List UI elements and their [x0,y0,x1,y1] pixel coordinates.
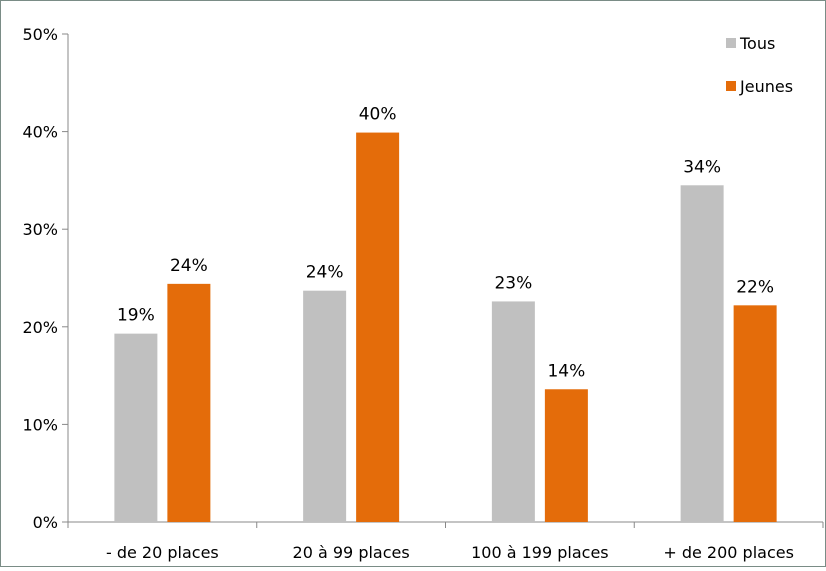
bar-tous-3 [491,301,535,522]
axes: 0% 10% 20% 30% 40% 50% - de 20 places 20 à 99 p… [22,25,824,562]
bar-jeunes-2 [356,132,400,523]
bars: 19% 24% 24% 40% 23% 14% 34% 22% [114,105,777,523]
legend-swatch-tous [726,38,736,48]
bar-jeunes-3 [544,389,588,522]
legend: Tous Jeunes [726,34,793,96]
bar-jeunes-1 [167,283,211,522]
bar-jeunes-4 [733,305,777,522]
y-tick-label: 10% [22,415,58,434]
x-tick-label: 20 à 99 places [293,543,410,562]
legend-swatch-jeunes [726,81,736,91]
bar-tous-4 [680,185,724,522]
x-tick-label: + de 200 places [663,543,794,562]
data-label: 34% [683,157,721,177]
data-label: 19% [117,306,155,326]
data-label: 14% [547,361,585,381]
data-label: 23% [494,273,532,293]
data-label: 24% [170,256,208,276]
legend-label-tous: Tous [739,34,775,53]
y-tick-label: 20% [22,318,58,337]
x-tick-label: - de 20 places [106,543,219,562]
data-label: 40% [359,105,397,125]
y-tick-label: 40% [22,123,58,142]
data-label: 24% [306,263,344,283]
bar-tous-2 [303,290,347,522]
data-label: 22% [736,277,774,297]
y-tick-label: 0% [33,513,58,532]
y-tick-label: 30% [22,220,58,239]
legend-label-jeunes: Jeunes [739,77,793,96]
y-tick-label: 50% [22,25,58,44]
bar-tous-1 [114,333,158,522]
x-tick-label: 100 à 199 places [471,543,609,562]
